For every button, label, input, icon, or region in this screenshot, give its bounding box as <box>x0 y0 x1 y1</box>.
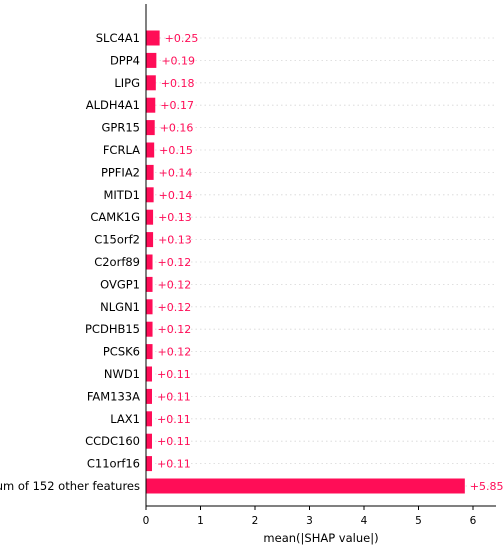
bar <box>146 344 153 360</box>
bars <box>146 30 465 494</box>
value-label: +0.16 <box>160 122 194 135</box>
value-label: +0.18 <box>161 77 195 90</box>
bar <box>146 97 156 113</box>
bar <box>146 254 153 270</box>
feature-label: DPP4 <box>110 53 140 67</box>
bar <box>146 321 153 337</box>
value-label: +0.11 <box>157 413 191 426</box>
x-tick-label: 6 <box>470 515 477 527</box>
bar <box>146 187 154 203</box>
feature-label: C2orf89 <box>94 255 140 269</box>
bar <box>146 75 156 91</box>
value-label: +0.13 <box>158 211 192 224</box>
feature-label: CAMK1G <box>90 210 140 224</box>
bar <box>146 299 153 315</box>
value-label: +0.17 <box>160 99 194 112</box>
feature-label: PPFIA2 <box>101 165 140 179</box>
value-label: +0.12 <box>158 346 192 359</box>
feature-label: CCDC160 <box>85 434 140 448</box>
value-labels: +0.25 +0.19 +0.18 +0.17 +0.16 +0.15 +0.14 +0.14… <box>157 32 503 493</box>
value-label: +0.14 <box>159 189 193 202</box>
feature-label: FCRLA <box>103 143 140 157</box>
feature-label: NWD1 <box>104 367 140 381</box>
bar <box>146 120 155 136</box>
feature-label: Sum of 152 other features <box>0 479 140 493</box>
feature-label: PCSK6 <box>103 345 140 359</box>
value-label: +0.12 <box>158 278 192 291</box>
value-label: +0.12 <box>158 301 192 314</box>
feature-label: FAM133A <box>87 389 140 403</box>
x-tick-label: 2 <box>252 515 259 527</box>
value-label: +0.12 <box>158 256 192 269</box>
value-label: +0.11 <box>157 458 191 471</box>
bar <box>146 52 157 68</box>
bar <box>146 411 152 427</box>
value-label: +0.19 <box>161 54 195 67</box>
value-label: +0.15 <box>159 144 193 157</box>
feature-labels: SLC4A1 DPP4 LIPG ALDH4A1 GPR15 FCRLA PPFIA2 MIT… <box>0 31 140 493</box>
x-axis: 0 1 2 3 4 5 6 <box>143 4 496 527</box>
bar <box>146 276 153 292</box>
x-tick-label: 0 <box>143 515 150 527</box>
feature-label: C11orf16 <box>87 457 140 471</box>
feature-label: LIPG <box>114 76 140 90</box>
value-label: +0.11 <box>157 435 191 448</box>
bar <box>146 164 154 180</box>
x-tick-label: 1 <box>197 515 204 527</box>
value-label: +0.13 <box>158 234 192 247</box>
feature-label: MITD1 <box>103 188 140 202</box>
feature-label: ALDH4A1 <box>86 98 140 112</box>
feature-label: PCDHB15 <box>85 322 140 336</box>
bar <box>146 209 154 225</box>
feature-label: C15orf2 <box>94 233 140 247</box>
feature-label: SLC4A1 <box>96 31 140 45</box>
x-tick-label: 3 <box>306 515 313 527</box>
value-label: +0.11 <box>157 390 191 403</box>
feature-label: NLGN1 <box>100 300 140 314</box>
x-tick-label: 5 <box>415 515 422 527</box>
value-label: +0.25 <box>165 32 199 45</box>
bar <box>146 388 152 404</box>
feature-label: LAX1 <box>110 412 140 426</box>
bar <box>146 433 152 449</box>
feature-label: GPR15 <box>102 121 140 135</box>
bar <box>146 478 465 494</box>
bar <box>146 366 152 382</box>
value-label: +0.12 <box>158 323 192 336</box>
value-label: +0.14 <box>159 166 193 179</box>
value-label: +0.11 <box>157 368 191 381</box>
bar <box>146 456 152 472</box>
bar <box>146 30 160 46</box>
feature-label: OVGP1 <box>100 277 140 291</box>
row-guides <box>146 37 496 487</box>
x-tick-label: 4 <box>361 515 368 527</box>
bar <box>146 232 154 248</box>
x-axis-title: mean(|SHAP value|) <box>263 531 378 545</box>
bar <box>146 142 155 158</box>
value-label: +5.85 <box>470 480 503 493</box>
